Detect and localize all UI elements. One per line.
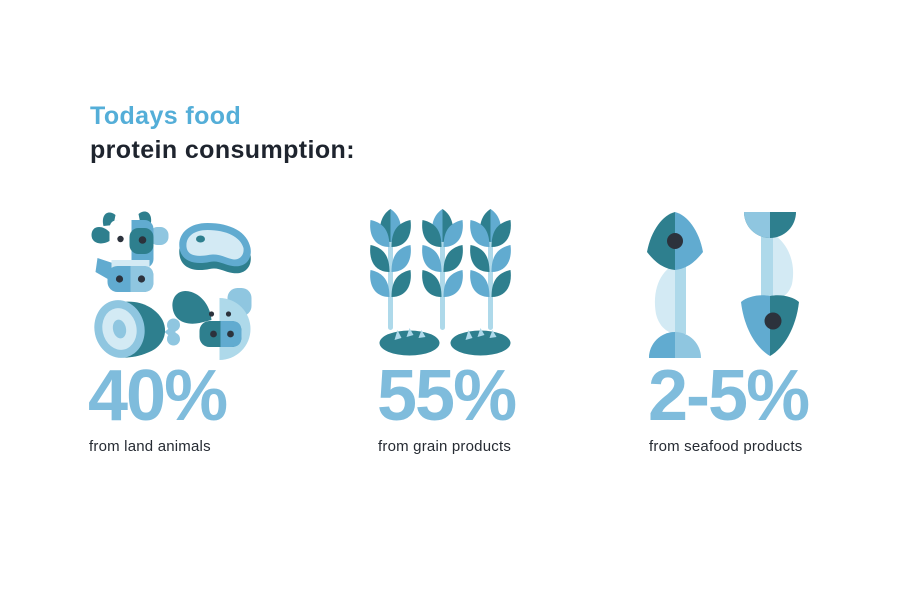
pig-icon <box>172 288 252 360</box>
steak-icon <box>179 223 251 274</box>
bread-loaf-1 <box>379 328 440 356</box>
wheat-stalk-2 <box>422 209 463 330</box>
wheat-stalk-1 <box>370 209 411 330</box>
stat-land-animals: 40% from land animals <box>85 208 260 455</box>
stat-label: from grain products <box>378 438 512 455</box>
stat-value: 2-5% <box>648 356 810 436</box>
stat-value: 55% <box>377 356 517 436</box>
seafood-icon <box>645 208 815 360</box>
ham-icon <box>94 300 180 358</box>
stat-grain-products: 55% from grain products <box>368 208 543 455</box>
wheat-stalk-3 <box>470 209 511 330</box>
page-title: protein consumption: <box>90 136 355 164</box>
page-title-accent: Todays food <box>90 102 242 130</box>
grain-products-icon <box>368 208 543 360</box>
stat-seafood-products: 2-5% from seafood products <box>645 208 815 455</box>
bread-loaf-2 <box>450 328 511 356</box>
fish-right-icon <box>741 212 799 356</box>
stat-label: from land animals <box>89 438 211 455</box>
land-animals-icon <box>85 208 260 360</box>
stat-value: 40% <box>88 356 228 436</box>
stat-label: from seafood products <box>649 438 803 455</box>
fish-left-icon <box>647 212 703 358</box>
cow-icon <box>91 211 169 292</box>
